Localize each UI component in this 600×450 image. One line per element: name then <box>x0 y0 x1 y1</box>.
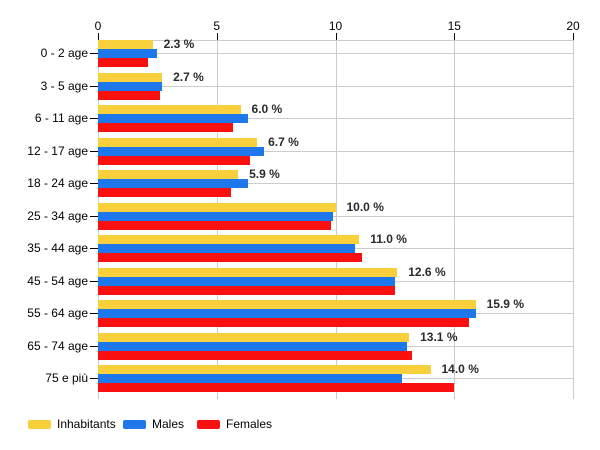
value-label: 2.3 % <box>163 37 195 51</box>
horizontal-gridline <box>98 183 573 185</box>
x-axis-label: 0 <box>94 19 102 33</box>
legend-label-inhabitants: Inhabitants <box>57 417 116 431</box>
bar-females[interactable] <box>98 123 234 133</box>
bar-inhabitants[interactable] <box>98 72 163 82</box>
x-axis-tick <box>98 33 99 40</box>
bar-inhabitants[interactable] <box>98 202 336 212</box>
horizontal-gridline <box>98 85 573 87</box>
category-tick <box>90 313 98 315</box>
category-tick <box>90 345 98 347</box>
legend: Inhabitants Males Females <box>0 417 600 433</box>
bar-males[interactable] <box>98 244 355 254</box>
horizontal-gridline <box>98 118 573 120</box>
x-axis-label: 10 <box>328 19 343 33</box>
category-label: 12 - 17 age <box>27 143 88 158</box>
bar-inhabitants[interactable] <box>98 235 360 245</box>
bar-females[interactable] <box>98 58 148 67</box>
value-label: 2.7 % <box>173 69 204 84</box>
x-axis-label: 15 <box>447 19 461 33</box>
x-axis-tick <box>335 33 337 40</box>
vertical-gridline <box>573 40 574 399</box>
bar-females[interactable] <box>98 90 160 100</box>
bar-males[interactable] <box>98 81 163 91</box>
category-tick <box>90 183 98 185</box>
category-tick <box>90 85 98 87</box>
legend-swatch-females <box>197 419 220 429</box>
category-tick <box>90 215 98 217</box>
value-label: 14.0 % <box>441 362 479 377</box>
horizontal-gridline <box>98 150 573 152</box>
category-tick <box>90 378 98 380</box>
bar-males[interactable] <box>98 211 334 221</box>
bar-males[interactable] <box>98 276 395 286</box>
legend-item-inhabitants[interactable]: Inhabitants <box>28 417 116 431</box>
vertical-gridline <box>454 40 456 399</box>
legend-item-males[interactable]: Males <box>123 417 184 431</box>
bar-males[interactable] <box>98 374 402 384</box>
category-label: 25 - 34 age <box>27 208 88 223</box>
bar-females[interactable] <box>98 253 362 263</box>
bar-females[interactable] <box>98 188 231 198</box>
bar-females[interactable] <box>98 350 412 360</box>
plot-area: 2.3 % 2.7 % 6.0 % 6.7 % 5.9 % 10.0 % 11.0 % 12.… <box>98 37 574 399</box>
legend-swatch-males <box>123 419 146 429</box>
bar-inhabitants[interactable] <box>98 300 476 310</box>
x-axis-tick <box>216 33 218 40</box>
bar-males[interactable] <box>98 179 248 189</box>
category-label: 75 e più <box>45 371 88 386</box>
category-label: 35 - 44 age <box>27 241 88 256</box>
value-label: 15.9 % <box>486 297 524 312</box>
category-label: 3 - 5 age <box>40 78 88 93</box>
x-axis-tick <box>573 33 574 40</box>
category-label: 6 - 11 age <box>34 111 88 126</box>
value-label: 6.7 % <box>268 134 299 149</box>
bar-inhabitants[interactable] <box>98 40 153 49</box>
bar-inhabitants[interactable] <box>98 332 410 342</box>
value-label: 10.0 % <box>346 199 384 214</box>
category-label: 0 - 2 age <box>40 46 88 60</box>
bar-females[interactable] <box>98 318 469 328</box>
vertical-gridline <box>335 40 337 399</box>
bar-males[interactable] <box>98 49 158 58</box>
category-tick <box>90 118 98 120</box>
x-axis-label: 5 <box>213 19 221 33</box>
bar-inhabitants[interactable] <box>98 170 239 180</box>
value-label: 13.1 % <box>420 329 458 344</box>
value-label: 5.9 % <box>249 167 280 182</box>
bar-inhabitants[interactable] <box>98 105 241 115</box>
horizontal-gridline <box>98 215 573 217</box>
bar-females[interactable] <box>98 383 455 393</box>
legend-swatch-inhabitants <box>28 419 51 429</box>
category-tick <box>90 280 98 282</box>
bar-males[interactable] <box>98 114 248 124</box>
value-label: 11.0 % <box>370 232 407 247</box>
bar-males[interactable] <box>98 309 476 319</box>
bar-inhabitants[interactable] <box>98 137 258 147</box>
x-axis-label: 20 <box>566 19 580 33</box>
category-label: 65 - 74 age <box>27 338 88 353</box>
category-label: 55 - 64 age <box>27 306 88 321</box>
category-tick <box>90 248 98 250</box>
bar-females[interactable] <box>98 155 250 165</box>
bar-inhabitants[interactable] <box>98 365 431 375</box>
category-tick <box>90 150 98 152</box>
legend-label-males: Males <box>152 417 185 431</box>
value-label: 12.6 % <box>408 264 446 279</box>
legend-label-females: Females <box>226 417 273 431</box>
legend-item-females[interactable]: Females <box>197 417 272 431</box>
horizontal-gridline <box>98 53 573 54</box>
x-axis-tick <box>454 33 456 40</box>
value-label: 6.0 % <box>251 102 283 117</box>
category-label: 18 - 24 age <box>27 176 88 191</box>
bar-males[interactable] <box>98 146 265 156</box>
bar-females[interactable] <box>98 285 395 295</box>
bar-females[interactable] <box>98 220 331 230</box>
bar-inhabitants[interactable] <box>98 267 398 277</box>
category-label: 45 - 54 age <box>27 273 88 288</box>
bar-males[interactable] <box>98 341 407 351</box>
category-tick <box>90 53 98 54</box>
